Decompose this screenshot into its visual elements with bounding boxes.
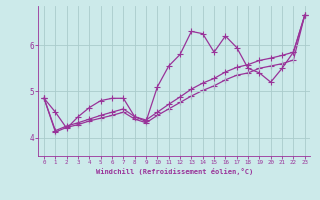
X-axis label: Windchill (Refroidissement éolien,°C): Windchill (Refroidissement éolien,°C)	[96, 168, 253, 175]
